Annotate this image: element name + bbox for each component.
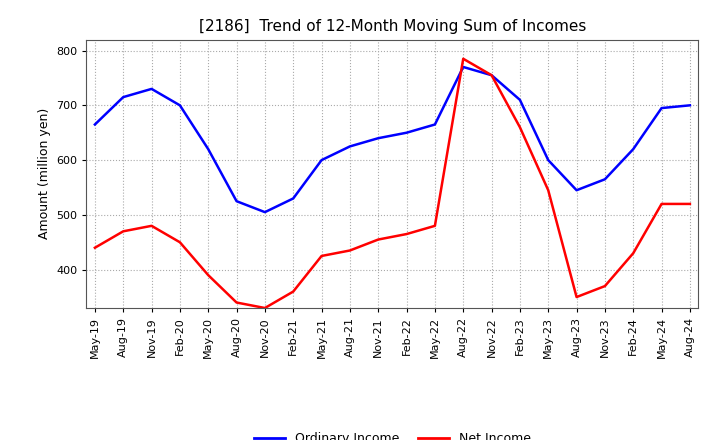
Y-axis label: Amount (million yen): Amount (million yen) <box>37 108 50 239</box>
Ordinary Income <box>204 147 212 152</box>
Ordinary Income <box>572 187 581 193</box>
Ordinary Income <box>431 122 439 127</box>
Ordinary Income <box>600 176 609 182</box>
Net Income <box>318 253 326 259</box>
Ordinary Income <box>148 86 156 92</box>
Net Income <box>544 187 552 193</box>
Net Income <box>148 223 156 228</box>
Ordinary Income <box>91 122 99 127</box>
Ordinary Income <box>176 103 184 108</box>
Ordinary Income <box>544 158 552 163</box>
Net Income <box>374 237 382 242</box>
Net Income <box>261 305 269 311</box>
Net Income <box>119 229 127 234</box>
Ordinary Income <box>119 95 127 100</box>
Net Income <box>657 201 666 206</box>
Ordinary Income <box>629 147 637 152</box>
Net Income <box>431 223 439 228</box>
Net Income <box>346 248 354 253</box>
Ordinary Income <box>487 73 496 78</box>
Net Income <box>629 251 637 256</box>
Net Income <box>204 272 212 278</box>
Net Income <box>176 240 184 245</box>
Net Income <box>572 294 581 300</box>
Net Income <box>685 201 694 206</box>
Ordinary Income <box>657 106 666 111</box>
Ordinary Income <box>459 64 467 70</box>
Ordinary Income <box>685 103 694 108</box>
Ordinary Income <box>289 196 297 201</box>
Line: Ordinary Income: Ordinary Income <box>95 67 690 212</box>
Ordinary Income <box>516 97 524 103</box>
Net Income <box>91 245 99 250</box>
Net Income <box>516 125 524 130</box>
Net Income <box>459 56 467 62</box>
Ordinary Income <box>261 209 269 215</box>
Legend: Ordinary Income, Net Income: Ordinary Income, Net Income <box>248 427 536 440</box>
Net Income <box>233 300 241 305</box>
Net Income <box>600 283 609 289</box>
Ordinary Income <box>318 158 326 163</box>
Ordinary Income <box>233 198 241 204</box>
Ordinary Income <box>374 136 382 141</box>
Net Income <box>487 73 496 78</box>
Title: [2186]  Trend of 12-Month Moving Sum of Incomes: [2186] Trend of 12-Month Moving Sum of I… <box>199 19 586 34</box>
Net Income <box>402 231 411 237</box>
Ordinary Income <box>402 130 411 136</box>
Net Income <box>289 289 297 294</box>
Line: Net Income: Net Income <box>95 59 690 308</box>
Ordinary Income <box>346 144 354 149</box>
